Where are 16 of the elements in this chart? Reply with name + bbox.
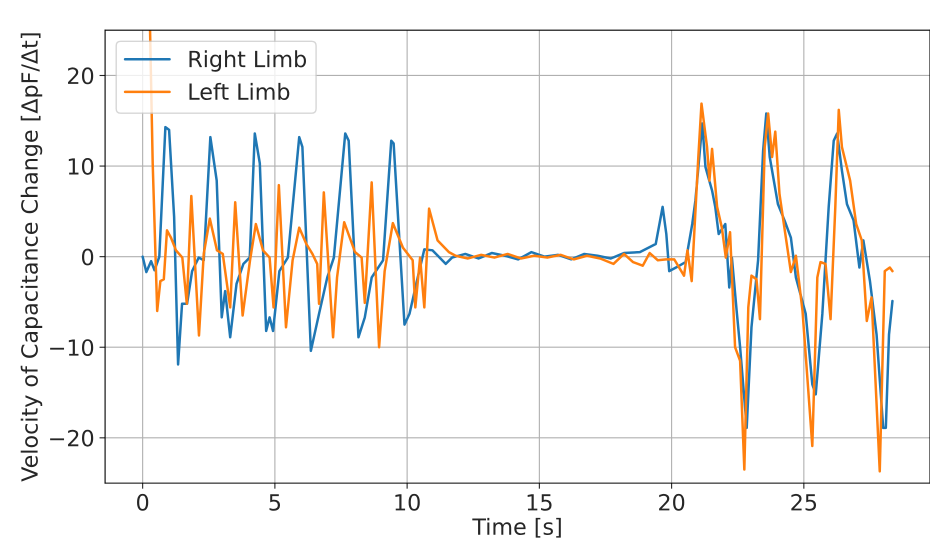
x-tick-label: 20 [659, 494, 684, 511]
x-tick-label: 25 [791, 494, 816, 511]
y-tick-label: −20 [50, 430, 94, 447]
line-series [148, 30, 894, 473]
legend-label: Right Limb [189, 50, 306, 72]
y-tick-label: 0 [82, 248, 94, 266]
legend-label: Left Limb [189, 82, 290, 100]
y-tick-label: −10 [50, 339, 94, 356]
y-axis-title: Velocity of Capacitance Change [ΔpF/Δt] [20, 33, 42, 482]
x-tick-label: 15 [528, 494, 552, 511]
y-tick-label: 10 [68, 158, 94, 175]
x-axis-title: Time [s] [472, 518, 561, 538]
y-tick-label: 20 [68, 67, 94, 84]
x-tick-label: 0 [137, 494, 148, 511]
x-tick-label: 10 [395, 494, 420, 511]
x-tick-label: 5 [270, 494, 280, 511]
